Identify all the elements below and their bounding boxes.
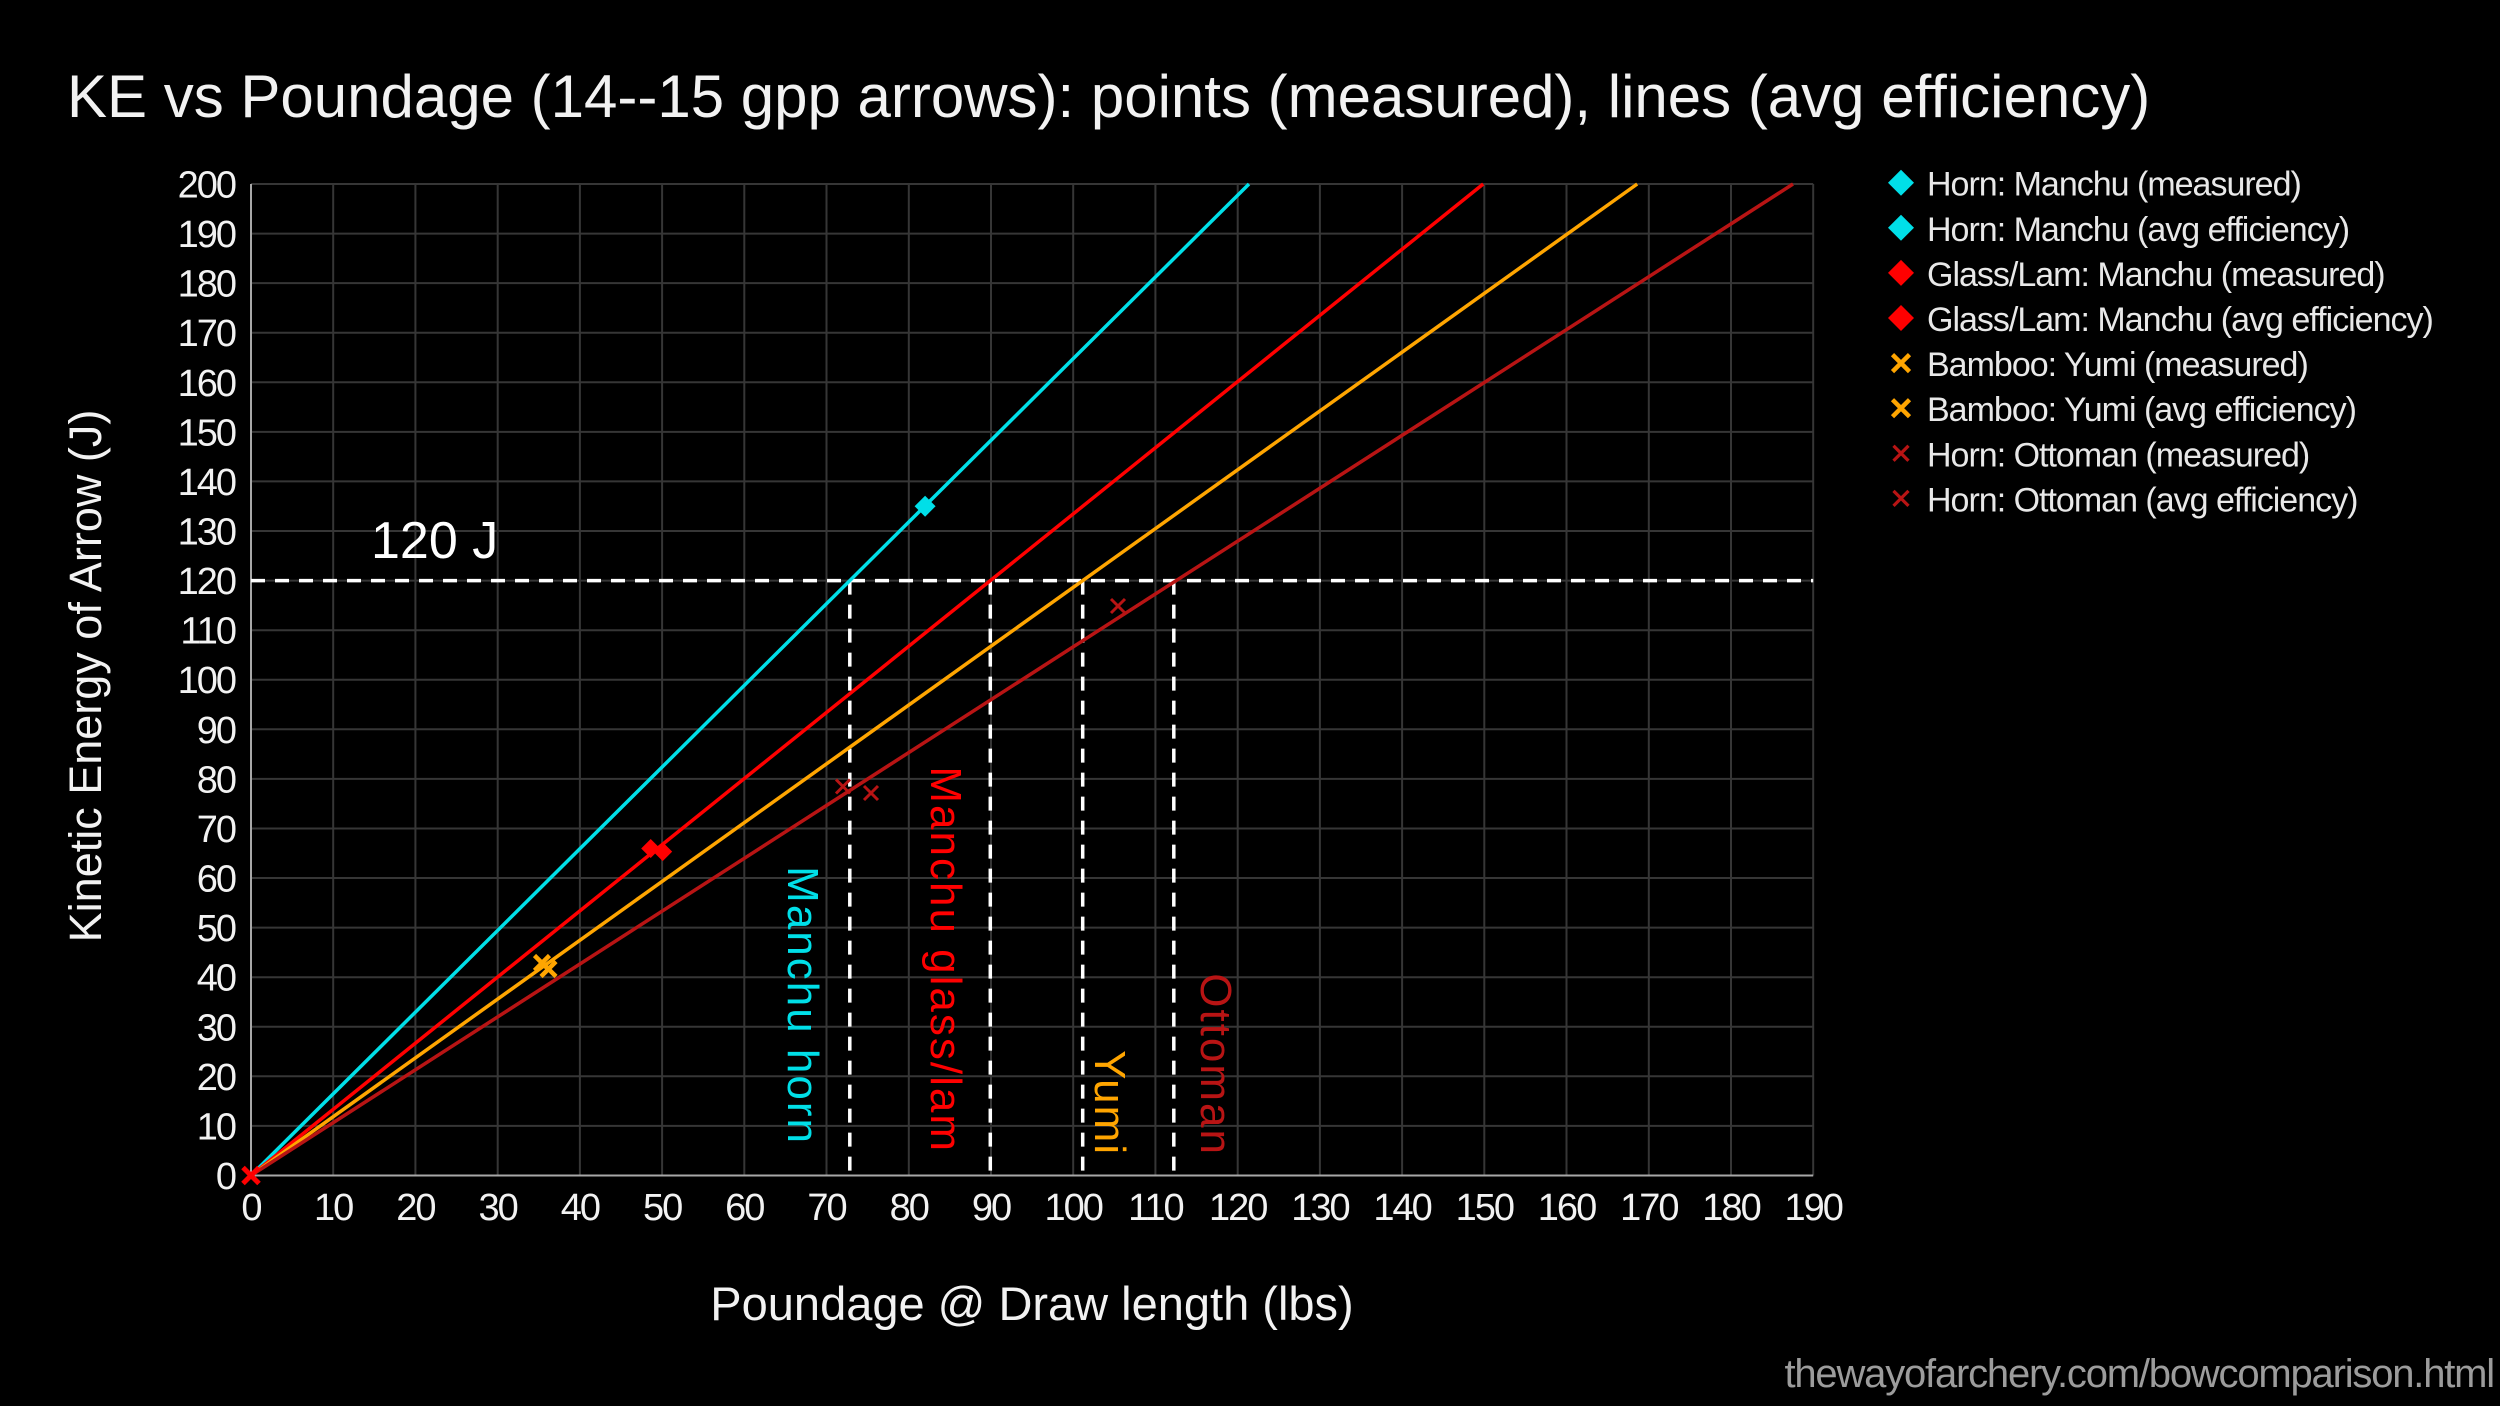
svg-text:100: 100 <box>1044 1187 1102 1229</box>
svg-text:110: 110 <box>1128 1187 1183 1229</box>
svg-text:90: 90 <box>972 1187 1011 1229</box>
svg-text:80: 80 <box>197 759 236 801</box>
svg-text:Yumi: Yumi <box>1085 1050 1134 1156</box>
svg-text:Poundage @ Draw length (lbs): Poundage @ Draw length (lbs) <box>710 1277 1353 1330</box>
svg-text:170: 170 <box>1620 1187 1678 1229</box>
svg-text:0: 0 <box>241 1187 261 1229</box>
svg-text:190: 190 <box>1784 1187 1842 1229</box>
svg-text:130: 130 <box>178 512 236 554</box>
svg-text:30: 30 <box>197 1007 236 1049</box>
svg-text:70: 70 <box>807 1187 846 1229</box>
svg-text:140: 140 <box>1373 1187 1431 1229</box>
svg-text:30: 30 <box>479 1187 518 1229</box>
svg-text:130: 130 <box>1291 1187 1349 1229</box>
svg-text:20: 20 <box>396 1187 435 1229</box>
svg-text:190: 190 <box>178 214 236 256</box>
svg-text:120: 120 <box>1209 1187 1267 1229</box>
svg-text:Ottoman: Ottoman <box>1191 973 1240 1156</box>
svg-text:Glass/Lam: Manchu (avg efficie: Glass/Lam: Manchu (avg efficiency) <box>1927 301 2433 339</box>
svg-text:40: 40 <box>197 958 236 1000</box>
svg-text:KE vs Poundage (14--15 gpp arr: KE vs Poundage (14--15 gpp arrows): poin… <box>67 63 2150 130</box>
svg-text:90: 90 <box>197 710 236 752</box>
svg-text:200: 200 <box>178 165 236 207</box>
svg-text:Bamboo: Yumi (avg efficiency): Bamboo: Yumi (avg efficiency) <box>1927 391 2356 429</box>
svg-text:180: 180 <box>1702 1187 1760 1229</box>
svg-text:Kinetic Energy of Arrow (J): Kinetic Energy of Arrow (J) <box>60 410 111 943</box>
svg-text:10: 10 <box>314 1187 353 1229</box>
svg-text:110: 110 <box>180 611 235 653</box>
svg-text:10: 10 <box>197 1106 236 1148</box>
svg-text:Horn: Ottoman (measured): Horn: Ottoman (measured) <box>1927 436 2309 474</box>
svg-text:Horn: Manchu (avg efficiency): Horn: Manchu (avg efficiency) <box>1927 211 2349 249</box>
svg-text:40: 40 <box>561 1187 600 1229</box>
svg-text:140: 140 <box>178 462 236 504</box>
svg-text:50: 50 <box>643 1187 682 1229</box>
svg-text:60: 60 <box>725 1187 764 1229</box>
svg-text:Horn: Manchu (measured): Horn: Manchu (measured) <box>1927 166 2301 204</box>
svg-text:150: 150 <box>178 412 236 454</box>
svg-text:Manchu glass/lam: Manchu glass/lam <box>921 766 970 1153</box>
svg-text:150: 150 <box>1456 1187 1514 1229</box>
svg-text:160: 160 <box>1538 1187 1596 1229</box>
svg-text:50: 50 <box>197 908 236 950</box>
svg-text:thewayofarchery.com/bowcompari: thewayofarchery.com/bowcomparison.html <box>1784 1352 2494 1396</box>
svg-text:80: 80 <box>890 1187 929 1229</box>
svg-text:100: 100 <box>178 660 236 702</box>
svg-text:Bamboo: Yumi (measured): Bamboo: Yumi (measured) <box>1927 346 2308 384</box>
svg-text:60: 60 <box>197 859 236 901</box>
svg-text:70: 70 <box>197 809 236 851</box>
svg-text:0: 0 <box>216 1156 236 1198</box>
svg-text:120: 120 <box>178 561 236 603</box>
svg-text:180: 180 <box>178 264 236 306</box>
svg-text:Manchu horn: Manchu horn <box>778 866 827 1145</box>
svg-text:160: 160 <box>178 363 236 405</box>
svg-text:Glass/Lam: Manchu (measured): Glass/Lam: Manchu (measured) <box>1927 256 2385 294</box>
svg-text:120 J: 120 J <box>371 512 498 570</box>
svg-text:20: 20 <box>197 1057 236 1099</box>
svg-text:Horn: Ottoman (avg efficiency): Horn: Ottoman (avg efficiency) <box>1927 481 2357 519</box>
svg-text:170: 170 <box>178 313 236 355</box>
